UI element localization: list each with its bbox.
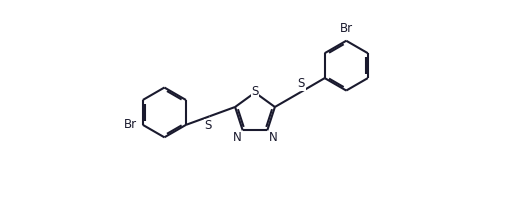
Text: S: S (251, 85, 259, 98)
Text: S: S (297, 77, 305, 90)
Text: Br: Br (124, 118, 137, 131)
Text: N: N (232, 131, 241, 144)
Text: S: S (205, 119, 212, 132)
Text: N: N (269, 131, 278, 144)
Text: Br: Br (340, 22, 353, 35)
